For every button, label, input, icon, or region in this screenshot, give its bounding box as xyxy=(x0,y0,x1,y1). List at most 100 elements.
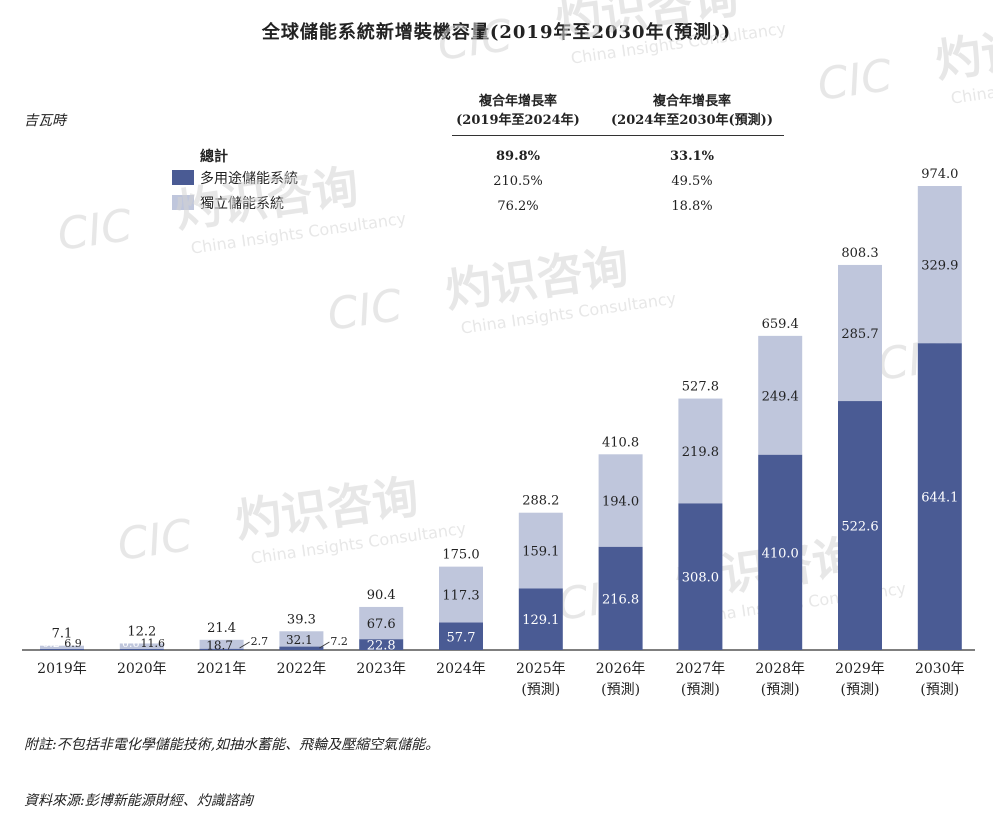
cagr-standalone-2019-2024: 76.2% xyxy=(497,199,539,214)
value-label-standalone: 219.8 xyxy=(682,445,719,460)
cagr-header-2019-2024: 複合年增長率 (2019年至2024年) xyxy=(418,92,618,130)
value-label-standalone: 18.7 xyxy=(206,638,233,652)
bar-multipurpose xyxy=(518,588,563,650)
watermark-logo: CIC xyxy=(434,10,515,71)
bar-standalone xyxy=(119,643,164,649)
legend-label-standalone: 獨立儲能系統 xyxy=(200,196,284,212)
value-label-multipurpose: 644.1 xyxy=(921,491,958,506)
watermark-logo: CIC xyxy=(114,510,195,571)
bar-multipurpose xyxy=(917,343,962,650)
value-label-standalone: 11.6 xyxy=(141,637,166,650)
cagr-standalone-2024-2030: 18.8% xyxy=(671,199,713,214)
x-tick-label: 2024年 xyxy=(436,661,486,677)
bar-standalone xyxy=(279,631,324,647)
x-tick-label: 2029年 xyxy=(835,661,885,677)
x-tick-label: 2022年 xyxy=(277,661,327,677)
value-label-multipurpose: 308.0 xyxy=(682,571,719,586)
watermark-cn: 灼识咨询 xyxy=(932,9,993,88)
watermark-logo: CIC xyxy=(814,50,895,111)
x-tick-label: 2023年 xyxy=(356,661,406,677)
bar-standalone xyxy=(439,566,483,623)
legend-item-multipurpose: 多用途儲能系統 xyxy=(172,170,298,188)
leader-line xyxy=(319,641,330,649)
value-label-standalone: 6.9 xyxy=(64,637,82,650)
cagr-header-2024-2030: 複合年增長率 (2024年至2030年(預測)) xyxy=(592,92,792,130)
bar-multipurpose xyxy=(439,622,483,650)
watermark-logo: CIC xyxy=(54,200,135,261)
bar-multipurpose xyxy=(119,649,164,650)
legend-swatch-multipurpose xyxy=(172,170,194,185)
value-label-multipurpose: 216.8 xyxy=(602,592,639,607)
watermark-logo: CIC xyxy=(324,280,405,341)
legend-item-standalone: 獨立儲能系統 xyxy=(172,195,284,213)
total-label: 288.2 xyxy=(522,494,559,509)
total-label: 39.3 xyxy=(287,612,316,627)
x-tick-forecast-label: (預測) xyxy=(841,682,880,698)
legend-swatch-standalone xyxy=(172,195,194,210)
bar-standalone xyxy=(199,639,244,649)
bar-standalone xyxy=(598,454,643,547)
bar-standalone xyxy=(518,512,563,589)
footnote: 附註:不包括非電化學儲能技術,如抽水蓄能、飛輪及壓縮空氣儲能。 xyxy=(24,737,440,753)
value-label-multipurpose: 0.6 xyxy=(122,637,140,650)
legend-total-label: 總計 xyxy=(200,149,228,165)
value-label-standalone: 285.7 xyxy=(841,327,878,342)
x-tick-label: 2021年 xyxy=(197,661,247,677)
source-note: 資料來源:彭博新能源財經、灼識諮詢 xyxy=(24,793,253,809)
total-label: 527.8 xyxy=(682,380,719,395)
value-label-standalone: 159.1 xyxy=(522,545,559,560)
value-label-standalone: 194.0 xyxy=(602,495,639,510)
bar-multipurpose xyxy=(838,401,882,650)
value-label-standalone: 32.1 xyxy=(286,633,313,647)
bar-multipurpose xyxy=(279,646,324,650)
total-label: 12.2 xyxy=(127,624,156,639)
cagr-multipurpose-2019-2024: 210.5% xyxy=(493,174,543,189)
bar-standalone xyxy=(758,335,803,455)
cagr-multipurpose-2024-2030: 49.5% xyxy=(671,174,713,189)
x-tick-label: 2020年 xyxy=(117,661,167,677)
cagr-divider xyxy=(452,135,784,136)
x-tick-forecast-label: (預測) xyxy=(601,682,640,698)
unit-label: 吉瓦時 xyxy=(24,113,66,129)
value-label-multipurpose: 22.8 xyxy=(367,639,396,654)
total-label: 90.4 xyxy=(367,588,396,603)
total-label: 7.1 xyxy=(52,627,73,642)
x-tick-forecast-label: (預測) xyxy=(920,682,959,698)
cagr-header-period: (2024年至2030年(預測)) xyxy=(611,113,773,128)
legend-label-multipurpose: 多用途儲能系統 xyxy=(200,171,298,187)
bar-multipurpose xyxy=(678,503,723,650)
cagr-header-title: 複合年增長率 xyxy=(478,94,557,109)
total-label: 974.0 xyxy=(921,167,958,182)
total-label: 808.3 xyxy=(841,246,878,261)
x-tick-forecast-label: (預測) xyxy=(761,682,800,698)
cagr-header-period: (2019年至2024年) xyxy=(456,113,580,128)
bar-standalone xyxy=(678,398,723,504)
bar-multipurpose xyxy=(758,454,803,650)
value-label-multipurpose: 0.2 xyxy=(42,637,60,650)
bar-multipurpose xyxy=(359,639,404,650)
x-tick-label: 2027年 xyxy=(676,661,726,677)
value-label-multipurpose: 2.7 xyxy=(251,635,269,648)
bar-multipurpose xyxy=(598,546,643,650)
value-label-standalone: 67.6 xyxy=(367,617,396,632)
x-tick-forecast-label: (預測) xyxy=(521,682,560,698)
bar-standalone xyxy=(359,606,404,640)
value-label-standalone: 329.9 xyxy=(921,259,958,274)
x-tick-forecast-label: (預測) xyxy=(681,682,720,698)
value-label-multipurpose: 129.1 xyxy=(522,613,559,628)
total-label: 659.4 xyxy=(762,317,799,332)
bar-standalone xyxy=(917,186,962,344)
chart-title: 全球儲能系統新增裝機容量(2019年至2030年(預測)) xyxy=(261,22,732,43)
cagr-total-2019-2024: 89.8% xyxy=(495,149,540,164)
leader-line xyxy=(239,641,250,649)
x-tick-label: 2030年 xyxy=(915,661,965,677)
value-label-multipurpose: 57.7 xyxy=(447,630,476,645)
cagr-header-title: 複合年增長率 xyxy=(652,94,731,109)
bar-multipurpose xyxy=(199,648,244,650)
